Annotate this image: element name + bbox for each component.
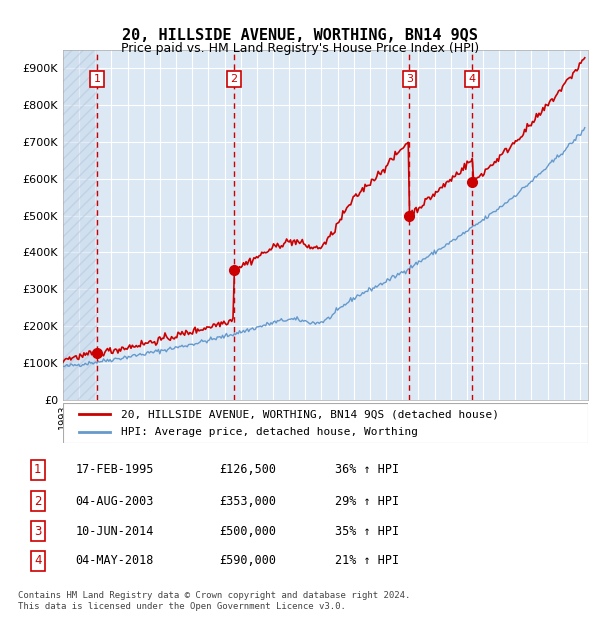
Text: 20, HILLSIDE AVENUE, WORTHING, BN14 9QS: 20, HILLSIDE AVENUE, WORTHING, BN14 9QS <box>122 28 478 43</box>
Text: 29% ↑ HPI: 29% ↑ HPI <box>335 495 398 508</box>
FancyBboxPatch shape <box>63 403 588 443</box>
Text: 04-MAY-2018: 04-MAY-2018 <box>76 554 154 567</box>
Text: 4: 4 <box>469 74 476 84</box>
Text: 21% ↑ HPI: 21% ↑ HPI <box>335 554 398 567</box>
Text: 04-AUG-2003: 04-AUG-2003 <box>76 495 154 508</box>
Text: £590,000: £590,000 <box>220 554 277 567</box>
Text: HPI: Average price, detached house, Worthing: HPI: Average price, detached house, Wort… <box>121 427 418 437</box>
Text: 1: 1 <box>34 463 41 476</box>
Text: 4: 4 <box>34 554 41 567</box>
Text: 10-JUN-2014: 10-JUN-2014 <box>76 525 154 538</box>
Text: 35% ↑ HPI: 35% ↑ HPI <box>335 525 398 538</box>
Text: 2: 2 <box>34 495 41 508</box>
Text: 3: 3 <box>34 525 41 538</box>
Text: £500,000: £500,000 <box>220 525 277 538</box>
Text: £126,500: £126,500 <box>220 463 277 476</box>
Text: 17-FEB-1995: 17-FEB-1995 <box>76 463 154 476</box>
Text: 2: 2 <box>230 74 238 84</box>
Text: 36% ↑ HPI: 36% ↑ HPI <box>335 463 398 476</box>
Text: Price paid vs. HM Land Registry's House Price Index (HPI): Price paid vs. HM Land Registry's House … <box>121 42 479 55</box>
Text: 20, HILLSIDE AVENUE, WORTHING, BN14 9QS (detached house): 20, HILLSIDE AVENUE, WORTHING, BN14 9QS … <box>121 409 499 419</box>
Polygon shape <box>63 50 97 400</box>
Text: 1: 1 <box>94 74 101 84</box>
Text: £353,000: £353,000 <box>220 495 277 508</box>
Text: 3: 3 <box>406 74 413 84</box>
Text: Contains HM Land Registry data © Crown copyright and database right 2024.
This d: Contains HM Land Registry data © Crown c… <box>18 591 410 611</box>
